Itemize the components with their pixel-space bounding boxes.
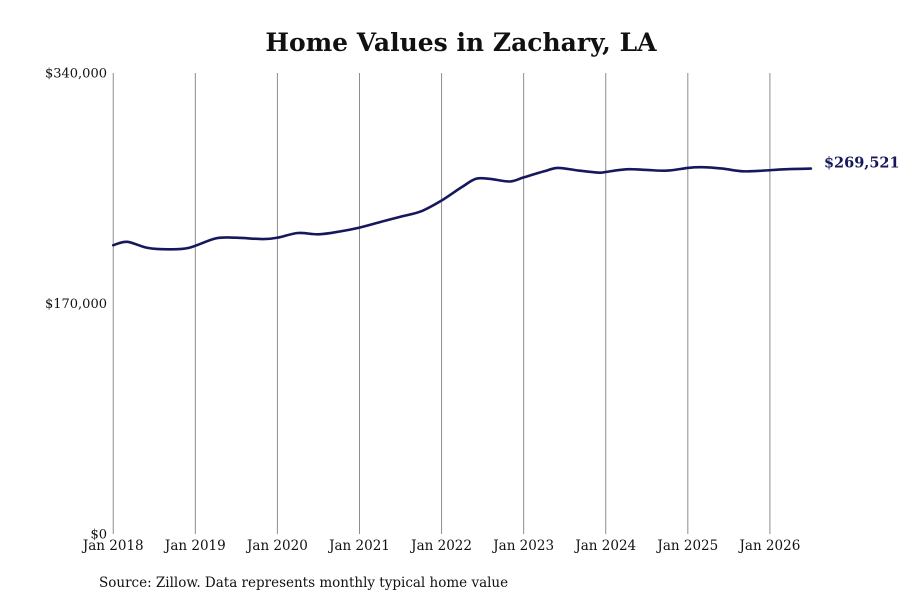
- y-tick-label: $340,000: [45, 67, 107, 82]
- y-tick-label: $0: [90, 528, 107, 543]
- gridlines: [112, 73, 771, 534]
- x-tick-label: Jan 2022: [409, 538, 472, 554]
- x-axis-ticks: Jan 2018 Jan 2019 Jan 2020 Jan 2021 Jan 2022…: [81, 538, 800, 554]
- x-tick-label: Jan 2021: [327, 538, 390, 554]
- x-tick-label: Jan 2020: [245, 538, 308, 554]
- chart-title: Home Values in Zachary, LA: [265, 28, 657, 57]
- source-note: Source: Zillow. Data represents monthly …: [99, 575, 508, 591]
- x-tick-label: Jan 2025: [655, 538, 718, 554]
- x-tick-label: Jan 2024: [573, 538, 636, 554]
- series-line: [111, 165, 813, 251]
- y-tick-label: $170,000: [45, 297, 107, 312]
- y-axis-ticks: $0 $170,000 $340,000: [45, 67, 107, 543]
- x-tick-label: Jan 2019: [163, 538, 226, 554]
- x-tick-label: Jan 2026: [737, 538, 800, 554]
- end-value-label: $269,521: [824, 155, 900, 172]
- x-tick-label: Jan 2023: [491, 538, 554, 554]
- x-tick-label: Jan 2018: [81, 538, 144, 554]
